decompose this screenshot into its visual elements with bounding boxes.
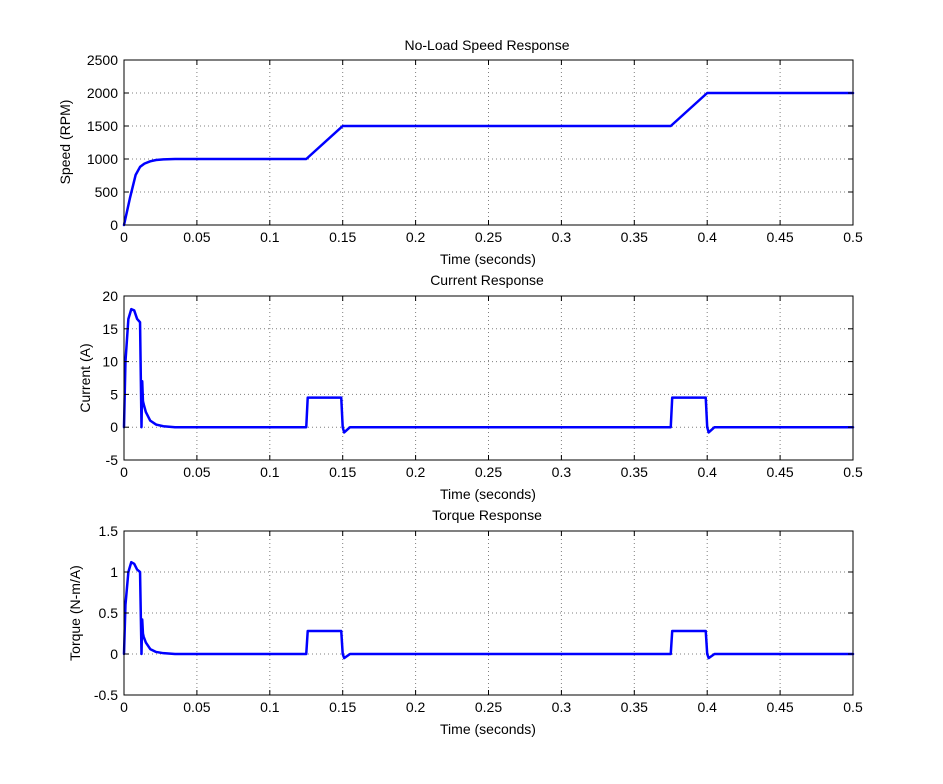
speed-chart-x-tick-label: 0.4 bbox=[697, 229, 717, 245]
current-chart: Current Response 0 0.05 0.1 0.15 0.2 0.25 0.3 0… bbox=[77, 272, 863, 502]
current-chart-y-tick-labels: -5 0 5 10 15 20 bbox=[102, 288, 118, 468]
torque-chart-y-tick-label: 0 bbox=[110, 646, 118, 662]
current-chart-y-axis-title: Current (A) bbox=[77, 343, 93, 412]
current-chart-series-line bbox=[122, 307, 855, 434]
torque-chart-x-tick-labels: 0 0.05 0.1 0.15 0.2 0.25 0.3 0.35 0.4 0.45 0.5 bbox=[120, 699, 863, 715]
torque-chart-x-tick-label: 0.05 bbox=[183, 699, 210, 715]
torque-chart-series-line bbox=[122, 560, 855, 660]
speed-chart-x-tick-label: 0.2 bbox=[406, 229, 426, 245]
torque-chart-plot-area bbox=[122, 560, 855, 660]
speed-chart-y-tick-label: 1000 bbox=[87, 151, 118, 167]
speed-chart-ticks bbox=[123, 59, 854, 226]
speed-chart-y-tick-labels: 0 500 1000 1500 2000 2500 bbox=[87, 52, 118, 233]
torque-chart-x-tick-label: 0.15 bbox=[329, 699, 356, 715]
speed-chart-x-tick-label: 0.15 bbox=[329, 229, 356, 245]
current-chart-x-tick-label: 0.4 bbox=[697, 464, 717, 480]
torque-chart: Torque Response 0 0.05 0.1 0.15 0.2 0.25 0.3 0.… bbox=[67, 507, 863, 737]
torque-chart-x-tick-label: 0.45 bbox=[766, 699, 793, 715]
current-chart-x-tick-label: 0.2 bbox=[406, 464, 426, 480]
torque-chart-y-tick-label: -0.5 bbox=[94, 687, 118, 703]
current-chart-x-tick-label: 0.45 bbox=[766, 464, 793, 480]
torque-chart-y-axis-title: Torque (N-m/A) bbox=[67, 565, 83, 661]
current-chart-x-tick-label: 0.15 bbox=[329, 464, 356, 480]
speed-chart-x-tick-label: 0 bbox=[120, 229, 128, 245]
current-chart-ticks bbox=[123, 295, 854, 461]
current-chart-y-tick-label: 15 bbox=[102, 321, 118, 337]
speed-chart-x-tick-labels: 0 0.05 0.1 0.15 0.2 0.25 0.3 0.35 0.4 0.45 0.5 bbox=[120, 229, 863, 245]
torque-chart-x-tick-label: 0.5 bbox=[843, 699, 863, 715]
torque-chart-y-tick-label: 0.5 bbox=[99, 605, 119, 621]
speed-chart-x-tick-label: 0.5 bbox=[843, 229, 863, 245]
current-chart-x-tick-label: 0.35 bbox=[621, 464, 648, 480]
current-chart-x-tick-label: 0 bbox=[120, 464, 128, 480]
speed-chart-x-tick-label: 0.05 bbox=[183, 229, 210, 245]
current-chart-y-tick-label: 10 bbox=[102, 354, 118, 370]
current-chart-x-tick-labels: 0 0.05 0.1 0.15 0.2 0.25 0.3 0.35 0.4 0.45 0.5 bbox=[120, 464, 863, 480]
current-chart-x-tick-label: 0.1 bbox=[260, 464, 280, 480]
torque-chart-y-tick-label: 1.5 bbox=[99, 523, 119, 539]
current-chart-x-tick-label: 0.5 bbox=[843, 464, 863, 480]
torque-chart-x-tick-label: 0.2 bbox=[406, 699, 426, 715]
speed-chart-x-tick-label: 0.25 bbox=[475, 229, 502, 245]
speed-chart-title: No-Load Speed Response bbox=[404, 37, 569, 53]
current-chart-x-tick-label: 0.05 bbox=[183, 464, 210, 480]
current-chart-y-tick-label: 5 bbox=[110, 386, 118, 402]
speed-chart-x-tick-label: 0.3 bbox=[552, 229, 572, 245]
torque-chart-x-tick-label: 0.3 bbox=[552, 699, 572, 715]
current-chart-title: Current Response bbox=[430, 272, 544, 288]
current-chart-y-tick-label: 20 bbox=[102, 288, 118, 304]
current-chart-x-tick-label: 0.3 bbox=[552, 464, 572, 480]
speed-chart-y-tick-label: 2000 bbox=[87, 85, 118, 101]
torque-chart-ticks bbox=[123, 530, 854, 696]
speed-chart-x-axis-title: Time (seconds) bbox=[440, 251, 536, 267]
current-chart-plot-area bbox=[122, 307, 855, 434]
speed-chart-y-tick-label: 2500 bbox=[87, 52, 118, 68]
speed-chart-y-tick-label: 500 bbox=[95, 184, 119, 200]
torque-chart-x-axis-title: Time (seconds) bbox=[440, 721, 536, 737]
speed-chart-x-tick-label: 0.1 bbox=[260, 229, 280, 245]
speed-chart-plot-area bbox=[122, 91, 855, 227]
torque-chart-x-tick-label: 0.35 bbox=[621, 699, 648, 715]
speed-chart-x-tick-label: 0.35 bbox=[621, 229, 648, 245]
current-chart-y-tick-label: 0 bbox=[110, 419, 118, 435]
torque-chart-x-tick-label: 0.4 bbox=[697, 699, 717, 715]
current-chart-x-axis-title: Time (seconds) bbox=[440, 486, 536, 502]
speed-chart-series-line bbox=[122, 91, 855, 227]
speed-chart-y-tick-label: 1500 bbox=[87, 118, 118, 134]
torque-chart-y-tick-label: 1 bbox=[110, 564, 118, 580]
torque-chart-title: Torque Response bbox=[432, 507, 542, 523]
speed-chart-y-tick-label: 0 bbox=[110, 217, 118, 233]
torque-chart-x-tick-label: 0 bbox=[120, 699, 128, 715]
current-chart-y-tick-label: -5 bbox=[106, 452, 119, 468]
torque-chart-x-tick-label: 0.1 bbox=[260, 699, 280, 715]
speed-chart-x-tick-label: 0.45 bbox=[766, 229, 793, 245]
torque-chart-x-tick-label: 0.25 bbox=[475, 699, 502, 715]
speed-chart-y-axis-title: Speed (RPM) bbox=[57, 100, 73, 185]
speed-chart: No-Load Speed Response 0 0.05 0.1 0.15 0.2 0.… bbox=[57, 37, 863, 267]
current-chart-x-tick-label: 0.25 bbox=[475, 464, 502, 480]
torque-chart-y-tick-labels: -0.5 0 0.5 1 1.5 bbox=[94, 523, 118, 703]
